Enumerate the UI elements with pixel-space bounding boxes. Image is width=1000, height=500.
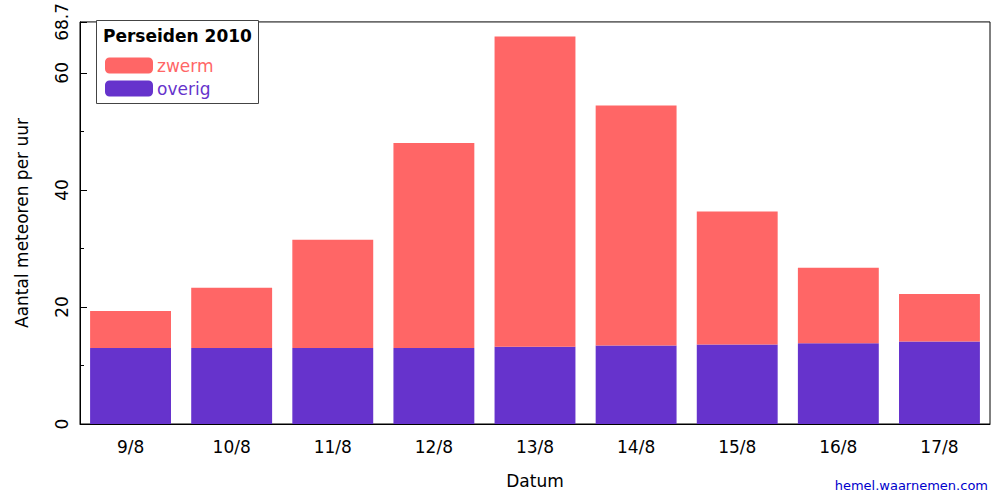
svg-text:60: 60 [52,62,72,84]
svg-text:16/8: 16/8 [819,437,857,457]
svg-text:0: 0 [52,419,72,430]
svg-text:13/8: 13/8 [516,437,554,457]
svg-text:Datum: Datum [506,471,564,491]
svg-text:15/8: 15/8 [718,437,756,457]
svg-text:10/8: 10/8 [213,437,251,457]
svg-text:zwerm: zwerm [157,56,214,76]
svg-text:20: 20 [52,296,72,318]
svg-text:Aantal meteoren per uur: Aantal meteoren per uur [12,118,32,328]
svg-text:40: 40 [52,179,72,201]
svg-text:Perseiden 2010: Perseiden 2010 [103,26,252,46]
svg-text:12/8: 12/8 [415,437,453,457]
svg-text:68.7: 68.7 [52,3,72,41]
svg-text:hemel.waarnemen.com: hemel.waarnemen.com [835,478,988,493]
svg-text:17/8: 17/8 [920,437,958,457]
svg-text:9/8: 9/8 [117,437,144,457]
svg-text:14/8: 14/8 [617,437,655,457]
svg-text:overig: overig [157,79,210,99]
svg-text:11/8: 11/8 [314,437,352,457]
